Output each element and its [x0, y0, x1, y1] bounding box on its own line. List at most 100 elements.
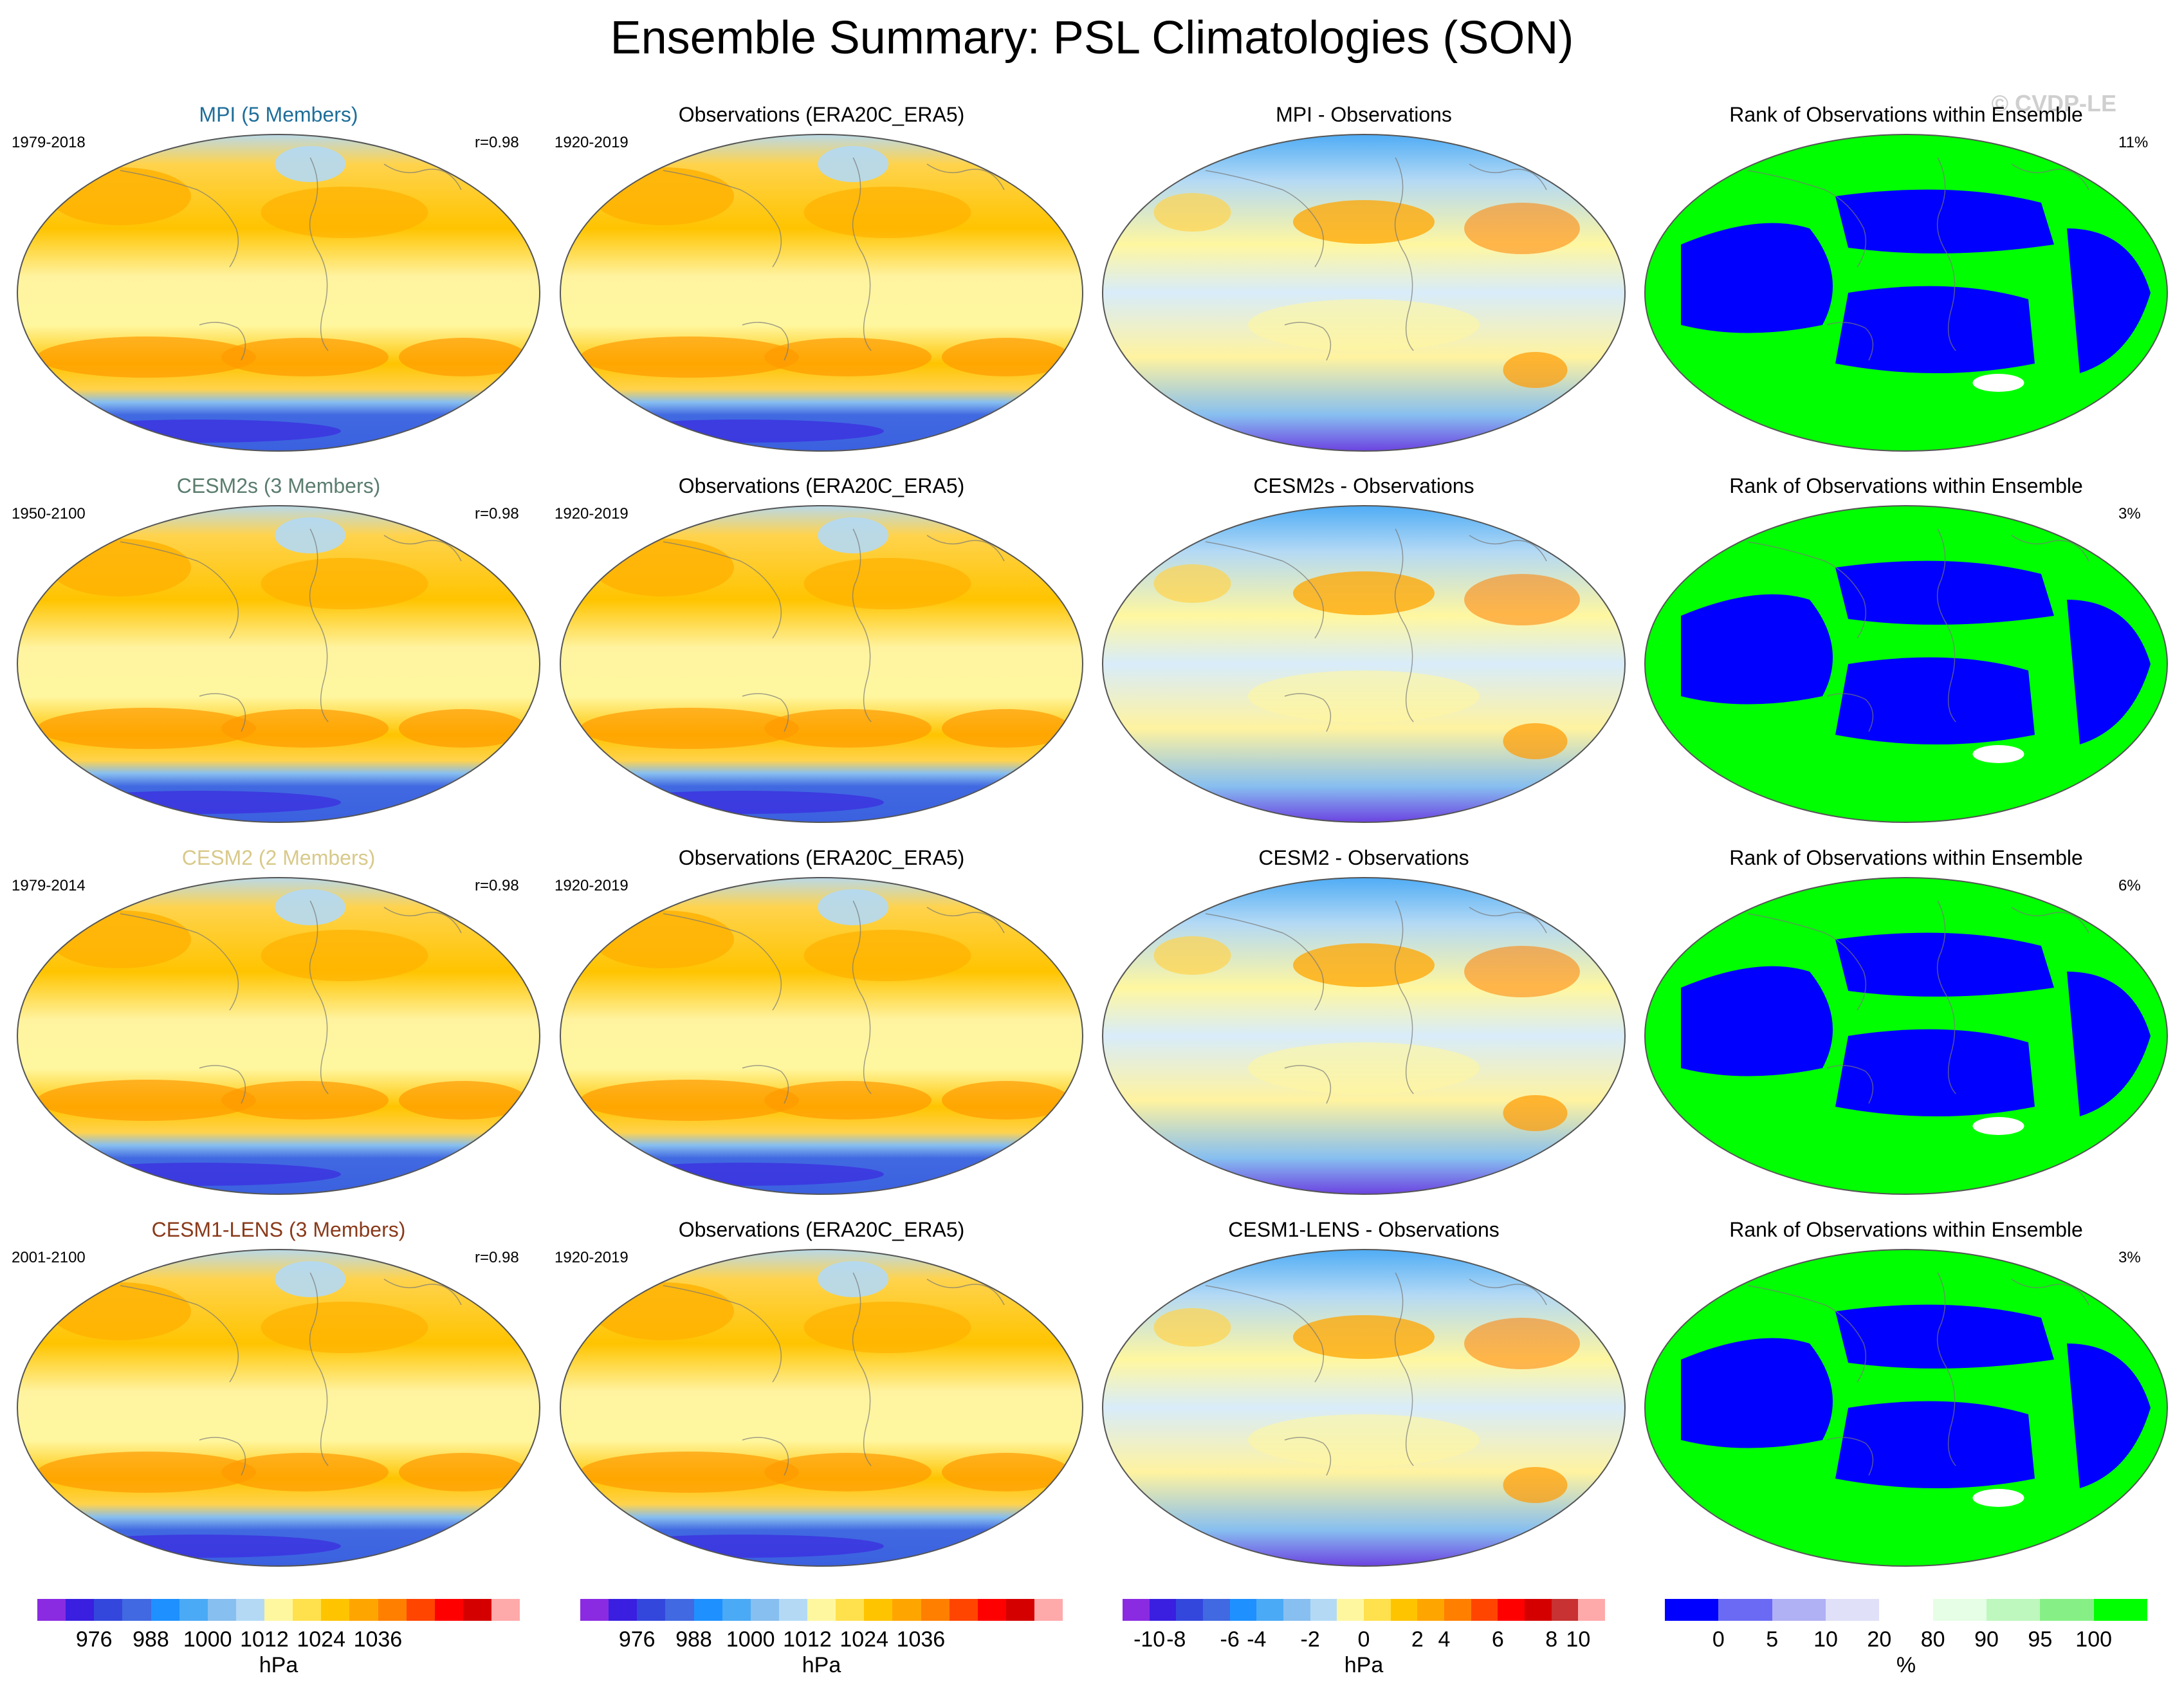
colorbar-tick-label: 976 — [75, 1627, 113, 1652]
colorbar-swatch — [1256, 1599, 1284, 1621]
obs-panel-title: Observations (ERA20C_ERA5) — [678, 103, 965, 126]
colorbar-swatch — [807, 1599, 836, 1621]
colorbar-tick-label: 2 — [1411, 1627, 1424, 1652]
model-years-label: 1950-2100 — [12, 505, 86, 522]
colorbar-tick-label: 1000 — [726, 1627, 775, 1652]
colorbar-swatch — [378, 1599, 407, 1621]
rank-panel-title: Rank of Observations within Ensemble — [1729, 846, 2083, 869]
model-map — [15, 875, 542, 1197]
obs-years-label: 1920-2019 — [555, 877, 629, 894]
colorbar-tick-label: -8 — [1166, 1627, 1186, 1652]
colorbar-swatch — [836, 1599, 865, 1621]
rank-percent-label: 3% — [2118, 1249, 2141, 1266]
colorbar-swatch — [349, 1599, 378, 1621]
colorbar-swatch — [949, 1599, 978, 1621]
pattern-correlation-label: r=0.98 — [475, 877, 519, 894]
colorbar-swatch — [1283, 1599, 1310, 1621]
diff-map — [1100, 503, 1628, 825]
colorbar-swatch — [94, 1599, 123, 1621]
colorbar-swatch — [1665, 1599, 1719, 1621]
colorbar-swatch — [1149, 1599, 1177, 1621]
colorbar-swatch — [66, 1599, 95, 1621]
model-years-label: 1979-2018 — [12, 134, 86, 151]
colorbar-swatch — [637, 1599, 666, 1621]
obs-map — [558, 875, 1085, 1197]
rank-percent-label: 3% — [2118, 505, 2141, 522]
rank-map — [1642, 132, 2170, 454]
colorbar-swatch — [1825, 1599, 1880, 1621]
diff-panel-title: CESM2s - Observations — [1253, 474, 1474, 497]
colorbar-swatch — [778, 1599, 807, 1621]
obs-map — [558, 1247, 1085, 1569]
colorbar-swatch — [122, 1599, 151, 1621]
colorbar-tick-label: 1024 — [840, 1627, 888, 1652]
colorbar-swatch — [1932, 1599, 1987, 1621]
colorbar-swatch — [179, 1599, 208, 1621]
colorbar-tick-label: 6 — [1491, 1627, 1504, 1652]
colorbar-tick-label: 20 — [1867, 1627, 1892, 1652]
colorbar-swatch — [1498, 1599, 1525, 1621]
colorbar-unit-label: % — [1896, 1653, 1916, 1677]
model-psl-colorbar — [37, 1599, 520, 1621]
obs-psl-colorbar — [580, 1599, 1063, 1621]
obs-panel-title: Observations (ERA20C_ERA5) — [678, 846, 965, 869]
model-years-label: 1979-2014 — [12, 877, 86, 894]
colorbar-tick-label: 90 — [1974, 1627, 1999, 1652]
model-map — [15, 503, 542, 825]
colorbar-swatch — [1986, 1599, 2041, 1621]
model-map — [15, 132, 542, 454]
colorbar-swatch — [1525, 1599, 1552, 1621]
colorbar-tick-label: 976 — [618, 1627, 656, 1652]
diff-panel-title: CESM2 - Observations — [1258, 846, 1469, 869]
colorbar-swatch — [1390, 1599, 1418, 1621]
diff-map — [1100, 132, 1628, 454]
obs-panel-title: Observations (ERA20C_ERA5) — [678, 474, 965, 497]
colorbar-swatch — [1364, 1599, 1391, 1621]
colorbar-swatch — [1471, 1599, 1498, 1621]
colorbar-swatch — [2093, 1599, 2147, 1621]
colorbar-swatch — [1203, 1599, 1230, 1621]
colorbar-swatch — [750, 1599, 779, 1621]
colorbar-swatch — [1123, 1599, 1150, 1621]
colorbar-swatch — [1772, 1599, 1826, 1621]
colorbar-swatch — [321, 1599, 350, 1621]
pattern-correlation-label: r=0.98 — [475, 505, 519, 522]
diff-map — [1100, 1247, 1628, 1569]
colorbar-swatch — [406, 1599, 435, 1621]
pattern-correlation-label: r=0.98 — [475, 134, 519, 151]
colorbar-swatch — [693, 1599, 722, 1621]
colorbar-unit-label: hPa — [1344, 1653, 1384, 1677]
colorbar-swatch — [207, 1599, 236, 1621]
colorbar-tick-label: -10 — [1133, 1627, 1166, 1652]
colorbar-swatch — [1444, 1599, 1471, 1621]
model-panel-title: MPI (5 Members) — [199, 103, 358, 126]
colorbar-tick-label: 1000 — [183, 1627, 232, 1652]
colorbar-swatch — [977, 1599, 1006, 1621]
model-panel-title: CESM2s (3 Members) — [176, 474, 381, 497]
colorbar-swatch — [1310, 1599, 1337, 1621]
colorbar-tick-label: 1012 — [240, 1627, 289, 1652]
rank-percent-label: 11% — [2118, 134, 2149, 151]
colorbar-swatch — [293, 1599, 322, 1621]
colorbar-tick-label: 10 — [1566, 1627, 1591, 1652]
colorbar-swatch — [1551, 1599, 1579, 1621]
colorbar-tick-label: 0 — [1712, 1627, 1725, 1652]
rank-map — [1642, 503, 2170, 825]
colorbar-tick-label: 988 — [133, 1627, 169, 1652]
colorbar-swatch — [665, 1599, 694, 1621]
rank-colorbar — [1665, 1599, 2147, 1621]
colorbar-tick-label: -6 — [1220, 1627, 1240, 1652]
colorbar-tick-label: 100 — [2075, 1627, 2113, 1652]
colorbar-tick-label: -4 — [1247, 1627, 1267, 1652]
colorbar-swatch — [1718, 1599, 1772, 1621]
colorbar-tick-label: 95 — [2028, 1627, 2053, 1652]
colorbar-swatch — [580, 1599, 609, 1621]
colorbar-tick-label: -2 — [1300, 1627, 1320, 1652]
obs-years-label: 1920-2019 — [555, 134, 629, 151]
colorbar-tick-label: 4 — [1438, 1627, 1451, 1652]
colorbar-tick-label: 80 — [1920, 1627, 1945, 1652]
rank-map — [1642, 1247, 2170, 1569]
colorbar-swatch — [892, 1599, 921, 1621]
rank-panel-title: Rank of Observations within Ensemble — [1729, 474, 2083, 497]
obs-years-label: 1920-2019 — [555, 505, 629, 522]
